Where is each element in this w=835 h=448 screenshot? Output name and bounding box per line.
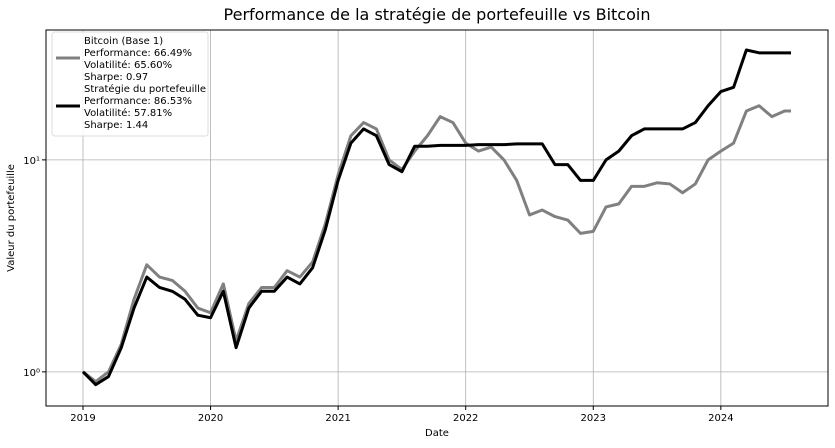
legend-stat: Performance: 86.53% — [84, 96, 192, 107]
x-tick-label: 2019 — [70, 413, 95, 424]
series-line — [81, 48, 792, 387]
x-tick-label: 2023 — [581, 413, 606, 424]
legend-stat: Performance: 66.49% — [84, 48, 192, 59]
x-tick-label: 2024 — [708, 413, 733, 424]
legend-label: Stratégie du portefeuille — [84, 83, 206, 95]
legend-stat: Sharpe: 0.97 — [84, 72, 148, 83]
x-tick-label: 2022 — [453, 413, 478, 424]
x-tick-label: 2020 — [198, 413, 223, 424]
legend-box — [51, 31, 209, 137]
chart-title: Performance de la stratégie de portefeui… — [224, 5, 651, 24]
series-line — [82, 104, 792, 384]
legend-stat: Sharpe: 1.44 — [84, 120, 148, 131]
x-axis-label: Date — [425, 428, 449, 439]
y-tick-label: 10¹ — [23, 156, 40, 167]
legend-label: Bitcoin (Base 1) — [84, 36, 163, 47]
y-axis-label: Valeur du portefeuille — [6, 164, 17, 272]
plot-frame — [45, 29, 829, 407]
x-tick-label: 2021 — [325, 413, 350, 424]
legend-stat: Volatilité: 57.81% — [84, 107, 172, 119]
y-tick-label: 10⁰ — [23, 368, 40, 379]
legend-stat: Volatilité: 65.60% — [84, 59, 172, 71]
